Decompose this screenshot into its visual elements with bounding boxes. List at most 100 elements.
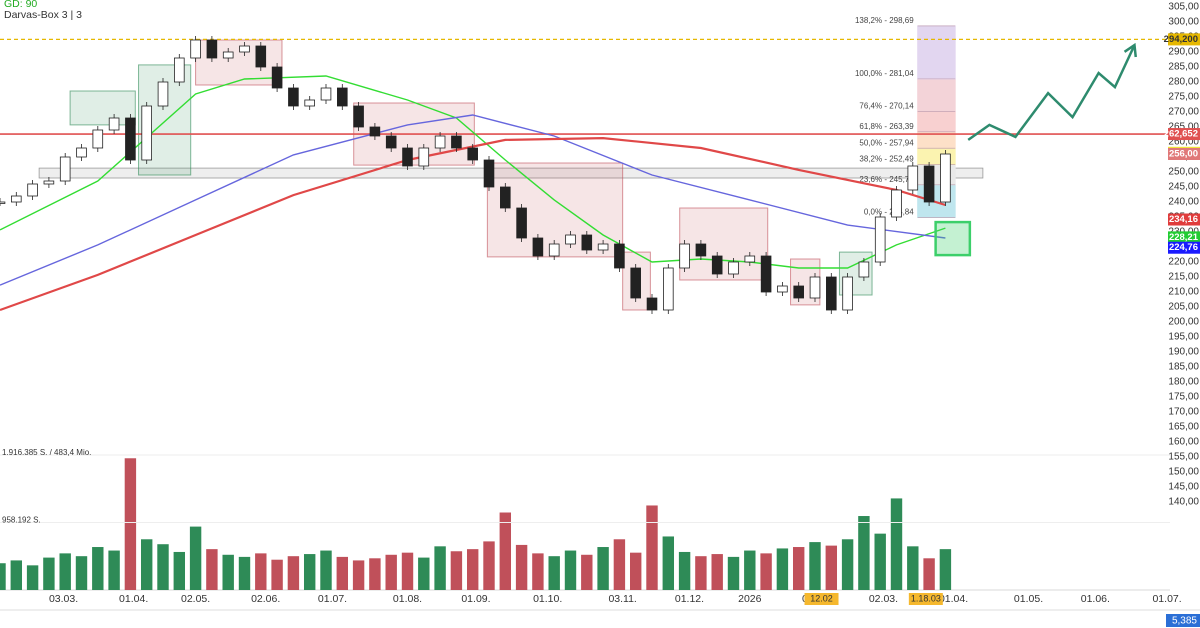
x-tick-label: 03.03. — [49, 593, 78, 605]
candle — [711, 255, 723, 275]
y-tick-label: 210,00 — [1168, 287, 1199, 298]
fib-label: 61,8% - 263,39 — [859, 122, 914, 131]
candle — [597, 243, 609, 251]
volume-tick-label: 1.916.385 S. / 483,4 Mio. — [2, 448, 91, 457]
volume-bar — [238, 556, 251, 590]
volume-bar — [222, 554, 234, 590]
candle — [940, 153, 951, 203]
x-tick-label: 01.10. — [533, 593, 562, 605]
candle — [548, 243, 560, 257]
candle — [842, 276, 853, 311]
candle — [385, 135, 397, 149]
darvas-box — [69, 90, 136, 126]
y-tick-label: 285,00 — [1168, 62, 1199, 73]
volume-bar — [613, 539, 626, 590]
volume-bar — [10, 560, 23, 590]
volume-bar — [907, 546, 919, 590]
fib-label: 100,0% - 281,04 — [855, 69, 914, 78]
y-tick-label: 145,00 — [1168, 482, 1199, 493]
candle — [744, 255, 756, 263]
volume-bar — [646, 505, 658, 590]
candle — [304, 99, 315, 107]
y-tick-label: 175,00 — [1168, 392, 1199, 403]
fib-label: 76,4% - 270,14 — [859, 102, 914, 111]
y-tick-label: 215,00 — [1168, 272, 1199, 283]
y-tick-label: 240,00 — [1168, 197, 1199, 208]
candle — [337, 87, 348, 107]
candle — [125, 117, 136, 161]
volume-bar — [0, 563, 6, 590]
fib-label: 50,0% - 257,94 — [859, 138, 914, 147]
price-tag-label: 256,00 — [1169, 149, 1198, 160]
volume-bar — [499, 512, 512, 590]
price-tag-label: 262,652 — [1164, 129, 1198, 140]
candle — [516, 207, 527, 239]
candle — [141, 105, 152, 161]
volume-bar — [59, 553, 71, 590]
candle — [92, 129, 104, 149]
volume-bar — [206, 549, 218, 590]
y-tick-label: 270,00 — [1168, 107, 1199, 118]
volume-bar — [401, 552, 414, 590]
volume-bar — [173, 551, 186, 590]
x-tick-label: 2026 — [738, 593, 762, 605]
candle — [923, 165, 935, 203]
volume-bar — [629, 552, 642, 590]
volume-bar — [548, 556, 560, 590]
x-tick-label: 03.11. — [608, 593, 636, 605]
price-tag — [1168, 231, 1200, 244]
volume-bar — [466, 549, 479, 590]
y-tick-label: 170,00 — [1168, 407, 1199, 418]
x-tick-label: 01.08. — [393, 593, 422, 605]
candle — [59, 156, 71, 182]
candle — [777, 285, 788, 293]
y-tick-label: 195,00 — [1168, 332, 1199, 343]
candle — [663, 267, 674, 311]
candle — [451, 135, 462, 149]
moving-average — [0, 75, 946, 269]
volume-bar — [809, 542, 821, 590]
fib-label: 38,2% - 252,49 — [859, 155, 914, 164]
candle — [108, 117, 120, 131]
fib-band — [917, 111, 956, 133]
date-tag — [804, 593, 839, 605]
candle — [418, 147, 430, 167]
volume-bar — [923, 558, 935, 590]
volume-bar — [581, 554, 593, 590]
volume-bar — [564, 550, 577, 590]
candle — [0, 201, 6, 204]
volume-bar — [776, 548, 789, 590]
candle — [222, 51, 234, 59]
volume-bar — [874, 533, 886, 590]
candle — [76, 147, 87, 158]
fib-label: 138,2% - 298,69 — [855, 16, 914, 25]
y-tick-label: 150,00 — [1168, 467, 1199, 478]
candle — [858, 261, 870, 278]
candle — [695, 243, 707, 257]
fib-label: 23,6% - 245,74 — [859, 175, 914, 184]
y-tick-label: 180,00 — [1168, 377, 1199, 388]
volume-bar — [532, 553, 544, 590]
candle — [907, 165, 919, 191]
y-tick-label: 305,00 — [1168, 2, 1199, 13]
volume-bar — [695, 556, 707, 590]
volume-bar — [92, 547, 104, 590]
volume-bar — [157, 544, 169, 590]
candle — [174, 57, 185, 83]
y-tick-label: 275,00 — [1168, 92, 1199, 103]
moving-average — [0, 114, 946, 286]
volume-bar — [108, 550, 120, 590]
candle — [874, 216, 886, 263]
candle — [581, 234, 593, 251]
candle — [353, 105, 364, 128]
price-tag-label: 234,16 — [1169, 214, 1198, 225]
darvas-box — [679, 207, 769, 281]
volume-bar — [597, 547, 609, 590]
candle — [239, 45, 250, 53]
price-tag-label: 228,21 — [1169, 232, 1199, 243]
candle — [271, 66, 283, 89]
x-tick-label: 01.07. — [1152, 593, 1181, 605]
volume-bar — [744, 550, 756, 590]
indicator-label: Darvas-Box 3 | 3 — [4, 9, 82, 21]
